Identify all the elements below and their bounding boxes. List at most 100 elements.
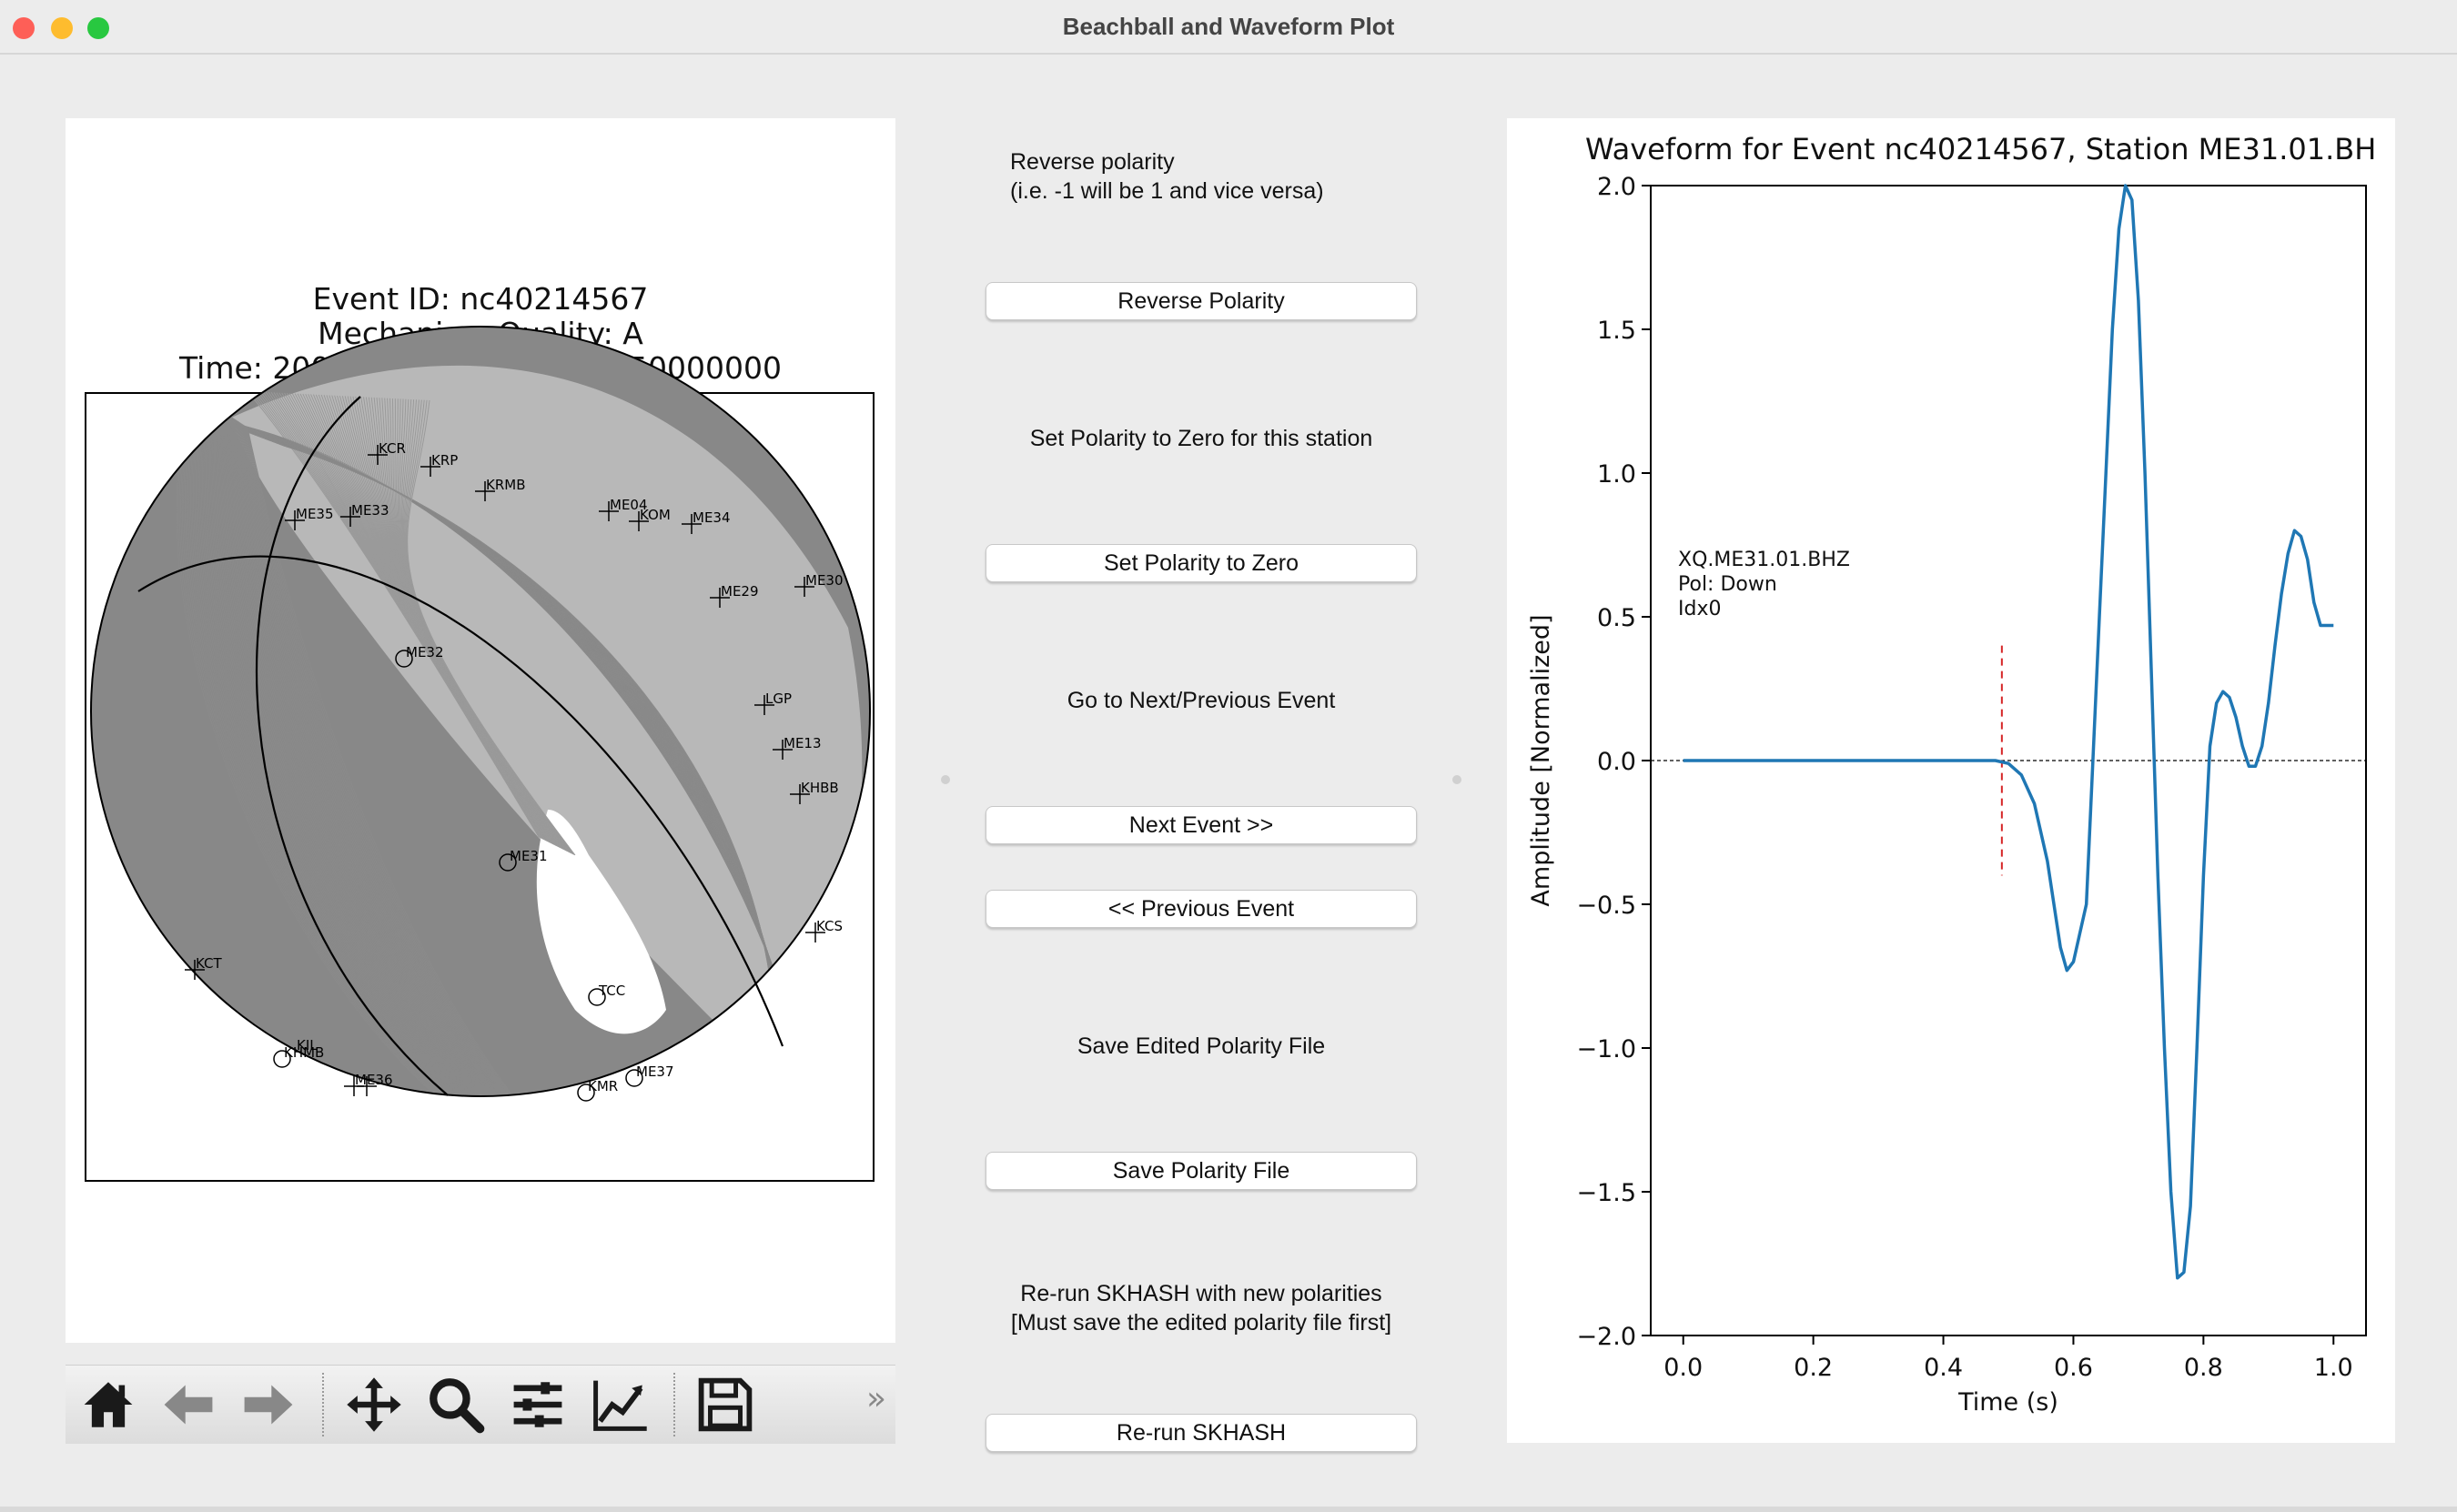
beachball-plot[interactable]: Event ID: nc40214567 Mechanism Quality: … [66, 118, 895, 1343]
solution-curve [183, 393, 498, 1096]
minimize-window-button[interactable] [51, 17, 73, 39]
station-ME31[interactable]: ME31 [499, 848, 548, 872]
station-KCS[interactable]: KCS [805, 918, 843, 942]
station-ME13[interactable]: ME13 [773, 735, 822, 760]
station-ME33[interactable]: ME33 [340, 502, 389, 527]
back-arrow-icon[interactable] [158, 1375, 218, 1435]
rerun-skhash-button[interactable]: Re-run SKHASH [986, 1414, 1417, 1452]
station-ME30[interactable]: ME30 [794, 572, 844, 597]
close-window-button[interactable] [13, 17, 35, 39]
solution-curve [237, 420, 539, 1096]
set-polarity-zero-button[interactable]: Set Polarity to Zero [986, 544, 1417, 582]
waveform-panel: Waveform for Event nc40214567, Station M… [1507, 118, 2395, 1443]
station-KCT[interactable]: KCT [185, 955, 222, 980]
svg-text:ME35: ME35 [296, 506, 334, 522]
x-tick-label: 0.2 [1794, 1354, 1833, 1382]
solution-curve [224, 412, 526, 1096]
svg-text:KIL: KIL [297, 1037, 318, 1053]
forward-arrow-icon[interactable] [238, 1375, 298, 1435]
station-ME04[interactable]: ME04 [599, 497, 648, 521]
svg-text:KMR: KMR [588, 1078, 618, 1094]
solution-curve [236, 419, 538, 1096]
plot-navigation-toolbar: » [66, 1365, 895, 1444]
previous-event-button[interactable]: << Previous Event [986, 890, 1417, 928]
solution-curve [217, 408, 521, 1096]
solution-curve [243, 425, 545, 1096]
solution-curve [244, 426, 546, 1096]
solution-curve [215, 407, 518, 1096]
solution-curve [234, 418, 536, 1096]
toolbar-more-button[interactable]: » [865, 1380, 886, 1417]
station-ME32[interactable]: ME32 [395, 644, 444, 668]
solution-curve [212, 406, 516, 1096]
rerun-skhash-label: Re-run SKHASH with new polarities [Must … [946, 1279, 1456, 1337]
reverse-polarity-label: Reverse polarity (i.e. -1 will be 1 and … [1010, 147, 1465, 206]
solution-curve [231, 417, 533, 1096]
station-KHMB[interactable]: KHMB [273, 1044, 324, 1068]
x-tick-label: 0.8 [2184, 1354, 2223, 1382]
solution-curve [208, 404, 514, 1096]
station-ME37[interactable]: ME37 [625, 1063, 674, 1087]
x-tick-label: 0.0 [1663, 1354, 1703, 1382]
reverse-polarity-button[interactable]: Reverse Polarity [986, 282, 1417, 320]
zoom-window-button[interactable] [87, 17, 109, 39]
save-icon[interactable] [695, 1375, 755, 1435]
y-tick-label: −2.0 [1576, 1323, 1636, 1351]
solution-curve [213, 406, 517, 1096]
solution-curve [240, 423, 542, 1096]
configure-subplots-icon[interactable] [508, 1375, 568, 1435]
solution-curve [180, 392, 496, 1096]
station-KCR[interactable]: KCR [368, 440, 406, 465]
solution-curve [221, 410, 523, 1096]
beachball-panel: Event ID: nc40214567 Mechanism Quality: … [66, 118, 895, 1343]
solution-curve [176, 390, 494, 1096]
station-KRMB[interactable]: KRMB [475, 477, 526, 501]
edit-axis-icon[interactable] [590, 1375, 650, 1435]
solution-curve [246, 427, 548, 1096]
station-KRP[interactable]: KRP [420, 452, 458, 477]
station-KIL[interactable]: KIL [297, 1037, 318, 1053]
window-bottom-edge [0, 1507, 2457, 1512]
solution-curve [223, 411, 525, 1096]
solution-curve [283, 445, 776, 1029]
solution-curve [238, 420, 539, 1096]
svg-text:KCR: KCR [379, 440, 406, 457]
solution-curve [235, 419, 537, 1096]
zoom-icon[interactable] [426, 1375, 486, 1435]
next-event-button[interactable]: Next Event >> [986, 806, 1417, 844]
save-polarity-file-button[interactable]: Save Polarity File [986, 1152, 1417, 1190]
pan-icon[interactable] [344, 1375, 404, 1435]
x-tick-label: 1.0 [2314, 1354, 2353, 1382]
splitter-handle-left[interactable] [941, 775, 950, 784]
home-icon[interactable] [78, 1375, 138, 1435]
beachball-shading [176, 365, 863, 1096]
station-ME29[interactable]: ME29 [710, 583, 759, 608]
chart-title: Waveform for Event nc40214567, Station M… [1585, 132, 2376, 166]
solution-curve [241, 423, 543, 1096]
x-axis-label: Time (s) [1957, 1388, 2058, 1416]
y-tick-label: −1.0 [1576, 1035, 1636, 1063]
station-TCC[interactable]: TCC [588, 983, 625, 1006]
station-KMR[interactable]: KMR [577, 1078, 618, 1102]
solution-curve [201, 400, 509, 1096]
station-LGP[interactable]: LGP [754, 690, 792, 715]
y-tick-label: 2.0 [1597, 173, 1636, 201]
nodal-plane-1 [255, 396, 449, 1096]
solution-curve [207, 403, 513, 1096]
station-ME35[interactable]: ME35 [285, 506, 334, 530]
svg-text:KRP: KRP [431, 452, 458, 469]
splitter-handle-right[interactable] [1452, 775, 1461, 784]
station-KOM[interactable]: KOM [629, 507, 671, 531]
solution-curve [238, 421, 540, 1096]
solution-curve [181, 393, 497, 1096]
svg-text:KHMB: KHMB [284, 1044, 324, 1061]
y-tick-label: 1.0 [1597, 460, 1636, 489]
solution-curve [207, 403, 512, 1096]
station-ME34[interactable]: ME34 [682, 509, 731, 534]
annotation-line-2: Pol: Down [1678, 573, 1777, 596]
solution-curve [239, 422, 541, 1096]
save-polarity-label: Save Edited Polarity File [1077, 1033, 1326, 1059]
station-KHBB[interactable]: KHBB [790, 780, 839, 804]
waveform-chart[interactable]: Waveform for Event nc40214567, Station M… [1507, 118, 2395, 1443]
station-ME36-overlap[interactable] [357, 1076, 377, 1096]
